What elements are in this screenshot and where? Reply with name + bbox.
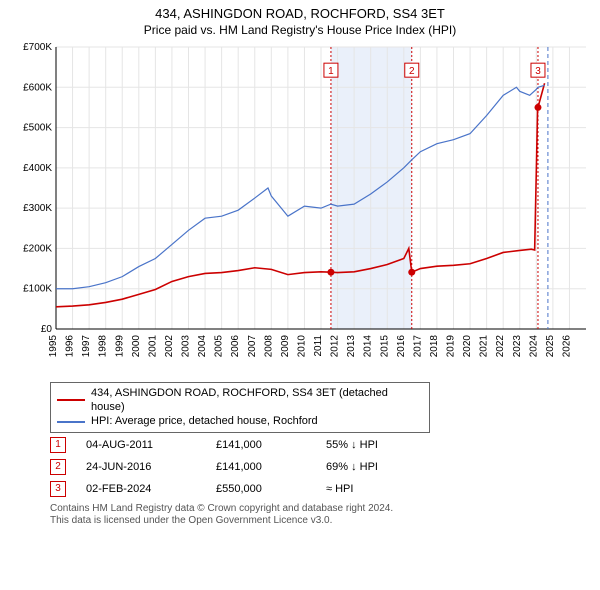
sale-badge-1: 1 [50,437,66,453]
sale-date-1: 04-AUG-2011 [86,439,216,451]
svg-text:2017: 2017 [412,334,423,357]
svg-text:2002: 2002 [164,334,175,357]
sale-badge-3: 3 [50,481,66,497]
svg-text:2018: 2018 [429,334,440,357]
svg-text:2024: 2024 [528,334,539,357]
sale-price-1: £141,000 [216,439,326,451]
svg-text:£200K: £200K [23,243,52,254]
sale-date-3: 02-FEB-2024 [86,483,216,495]
svg-text:£700K: £700K [23,42,52,53]
line-chart-svg: £0 £100K £200K £300K £400K £500K £600K £700K 199… [8,41,592,371]
svg-text:1995: 1995 [48,334,59,357]
svg-text:2014: 2014 [363,334,374,357]
legend-label-price-paid: 434, ASHINGDON ROAD, ROCHFORD, SS4 3ET (… [91,386,423,415]
legend-row-hpi: HPI: Average price, detached house, Roch… [57,414,423,428]
svg-text:1996: 1996 [65,334,76,357]
svg-text:2025: 2025 [545,334,556,357]
svg-text:2000: 2000 [131,334,142,357]
svg-text:2005: 2005 [214,334,225,357]
legend-box: 434, ASHINGDON ROAD, ROCHFORD, SS4 3ET (… [50,382,430,433]
svg-text:2: 2 [409,66,415,77]
svg-text:2023: 2023 [512,334,523,357]
svg-text:£0: £0 [41,324,53,335]
legend-swatch-hpi [57,421,85,423]
svg-text:3: 3 [535,66,541,77]
sale-row-3: 3 02-FEB-2024 £550,000 ≈ HPI [50,481,590,497]
svg-text:2010: 2010 [296,334,307,357]
svg-text:1997: 1997 [81,334,92,357]
legend-label-hpi: HPI: Average price, detached house, Roch… [91,414,318,428]
svg-text:£100K: £100K [23,284,52,295]
svg-text:£300K: £300K [23,203,52,214]
footer-line2: This data is licensed under the Open Gov… [50,515,590,527]
sale-row-1: 1 04-AUG-2011 £141,000 55% ↓ HPI [50,437,590,453]
chart-area: £0 £100K £200K £300K £400K £500K £600K £700K 199… [8,41,592,376]
svg-text:2021: 2021 [479,334,490,357]
sale-price-3: £550,000 [216,483,326,495]
svg-text:2008: 2008 [263,334,274,357]
sale-badge-2: 2 [50,459,66,475]
sale-hpi-3: ≈ HPI [326,483,416,495]
svg-text:2006: 2006 [230,334,241,357]
svg-text:2020: 2020 [462,334,473,357]
sale-price-2: £141,000 [216,461,326,473]
sale-row-2: 2 24-JUN-2016 £141,000 69% ↓ HPI [50,459,590,475]
chart-title-line1: 434, ASHINGDON ROAD, ROCHFORD, SS4 3ET [0,0,600,23]
svg-text:2007: 2007 [247,334,258,357]
legend-swatch-price-paid [57,399,85,401]
footer-attribution: Contains HM Land Registry data © Crown c… [50,503,590,527]
svg-text:2013: 2013 [346,334,357,357]
svg-text:2022: 2022 [495,334,506,357]
svg-text:£400K: £400K [23,163,52,174]
chart-title-line2: Price paid vs. HM Land Registry's House … [0,23,600,41]
svg-text:2019: 2019 [446,334,457,357]
sale-hpi-2: 69% ↓ HPI [326,461,416,473]
svg-text:2015: 2015 [379,334,390,357]
svg-text:2003: 2003 [181,334,192,357]
svg-text:1999: 1999 [114,334,125,357]
svg-text:2009: 2009 [280,334,291,357]
svg-text:1998: 1998 [98,334,109,357]
svg-text:2016: 2016 [396,334,407,357]
sales-table: 1 04-AUG-2011 £141,000 55% ↓ HPI 2 24-JU… [50,437,590,497]
svg-text:2004: 2004 [197,334,208,357]
svg-text:1: 1 [328,66,334,77]
legend-row-price-paid: 434, ASHINGDON ROAD, ROCHFORD, SS4 3ET (… [57,386,423,415]
svg-text:2011: 2011 [313,334,324,356]
footer-line1: Contains HM Land Registry data © Crown c… [50,503,590,515]
svg-text:2026: 2026 [561,334,572,357]
svg-text:£500K: £500K [23,122,52,133]
svg-text:2001: 2001 [147,334,158,357]
sale-date-2: 24-JUN-2016 [86,461,216,473]
sale-hpi-1: 55% ↓ HPI [326,439,416,451]
svg-text:£600K: £600K [23,82,52,93]
svg-text:2012: 2012 [330,334,341,357]
